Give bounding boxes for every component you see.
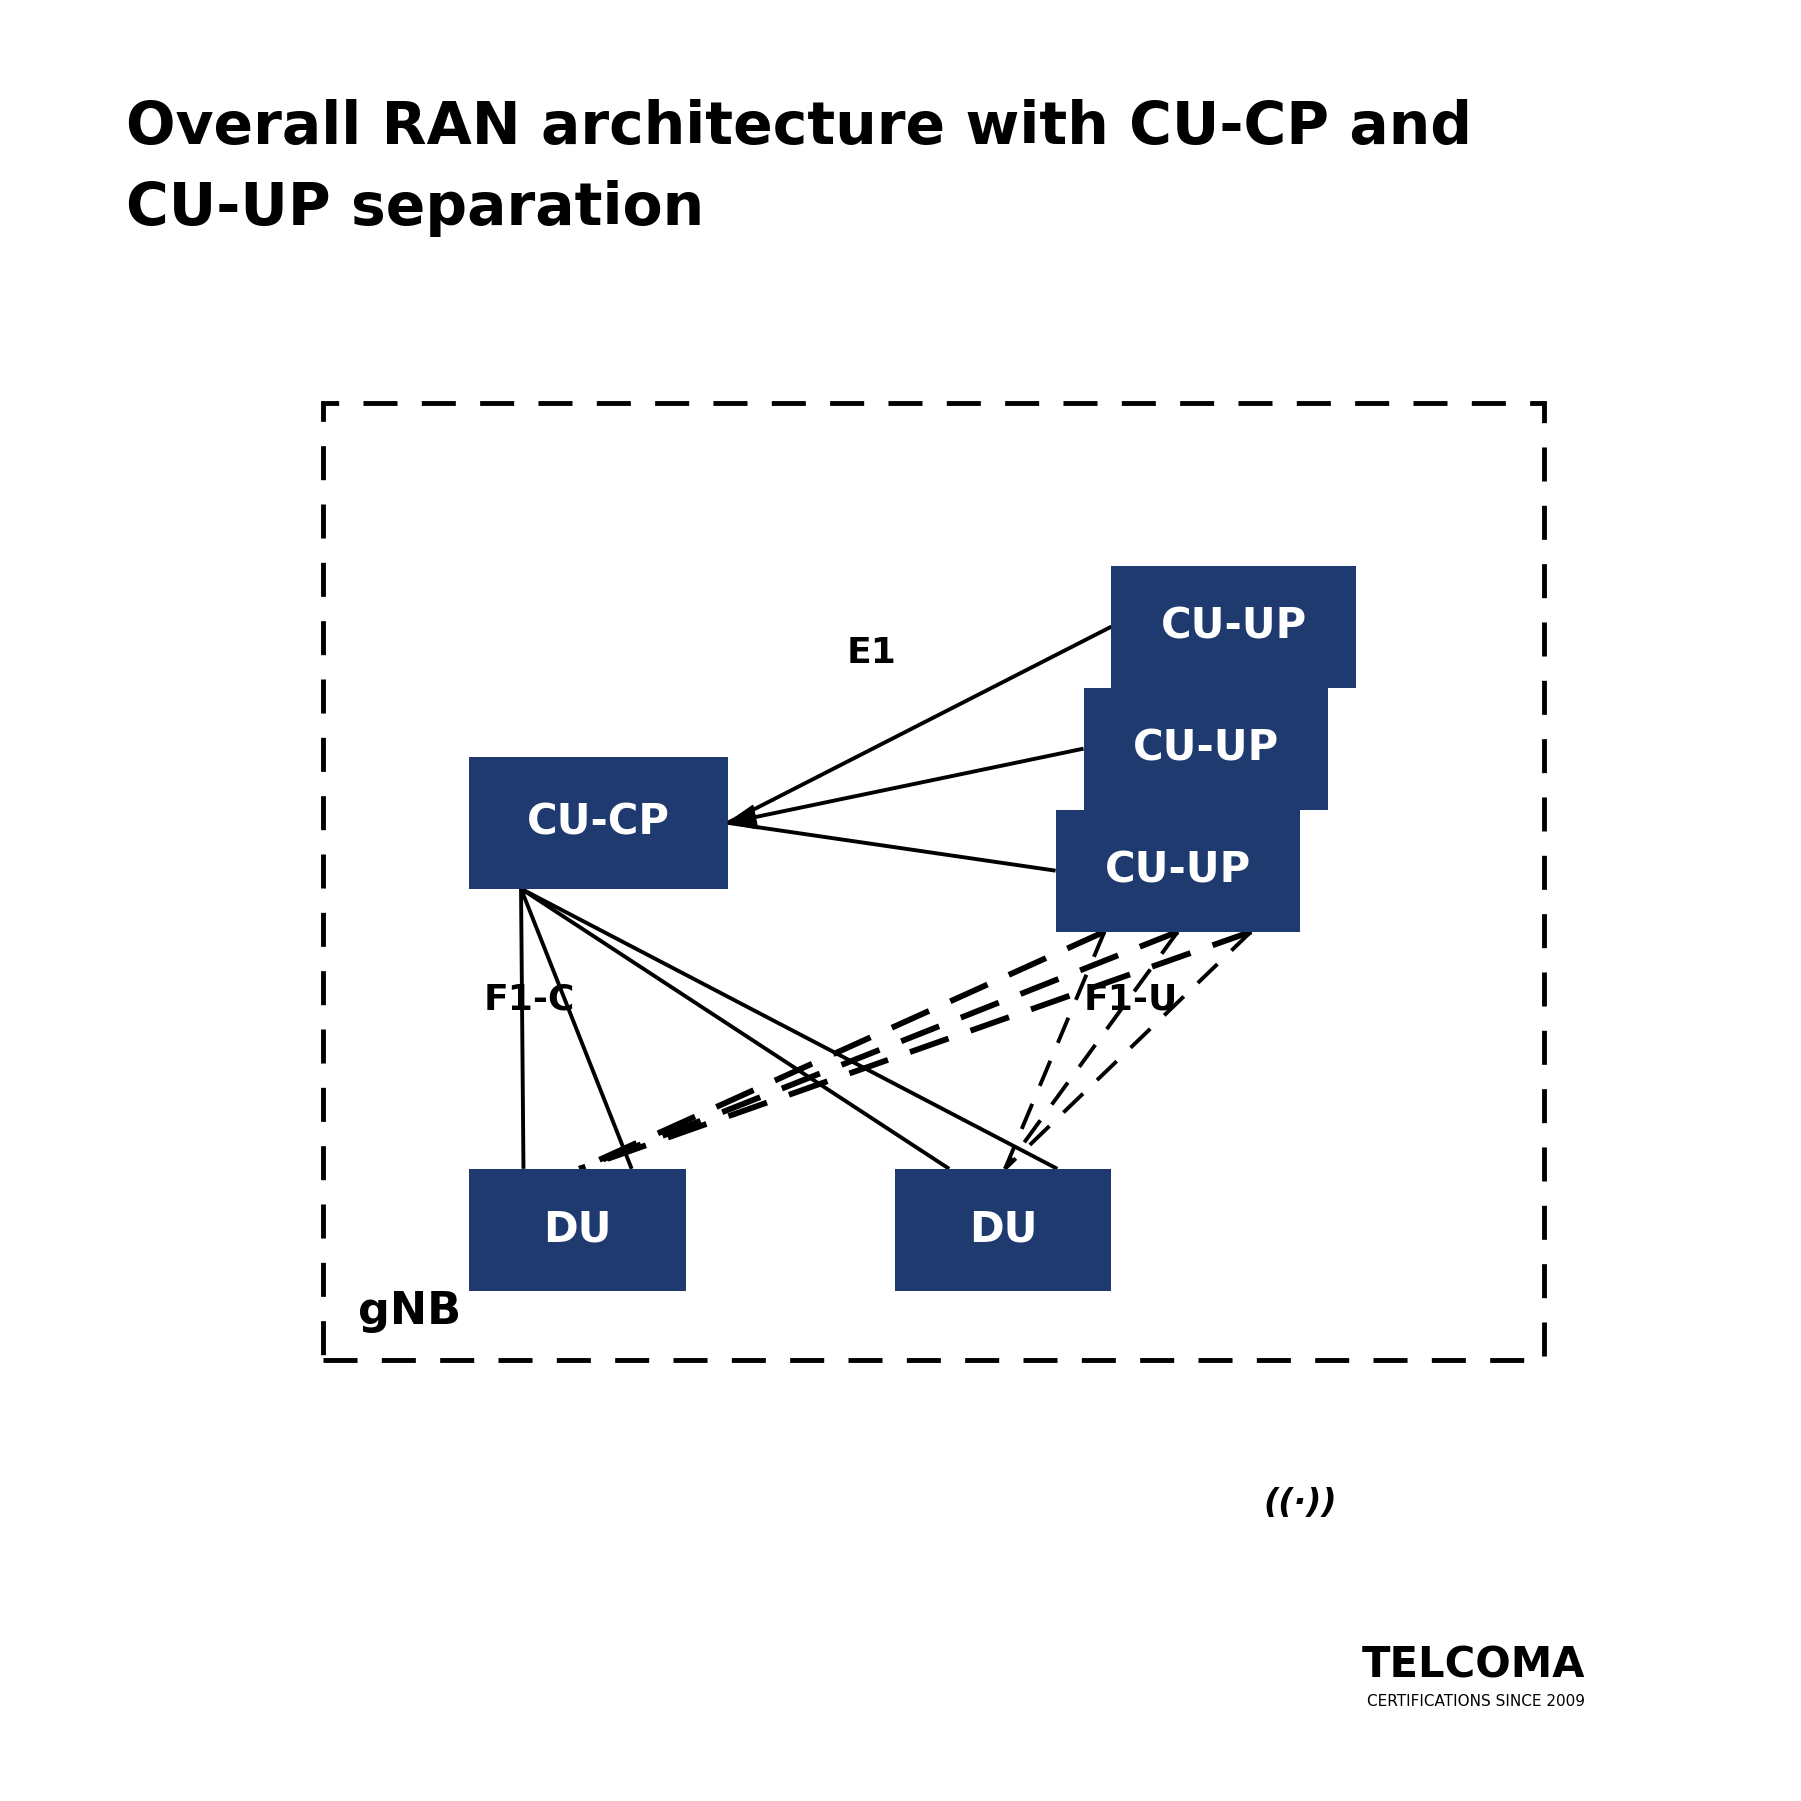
- FancyBboxPatch shape: [1084, 688, 1327, 810]
- Text: DU: DU: [969, 1208, 1037, 1252]
- FancyBboxPatch shape: [470, 1169, 686, 1291]
- Text: CU-UP separation: CU-UP separation: [126, 180, 704, 238]
- FancyBboxPatch shape: [895, 1169, 1111, 1291]
- Text: CU-CP: CU-CP: [528, 801, 670, 845]
- FancyBboxPatch shape: [1055, 810, 1300, 931]
- Polygon shape: [728, 805, 758, 828]
- Text: DU: DU: [544, 1208, 612, 1252]
- Text: F1-C: F1-C: [483, 983, 575, 1016]
- Text: TELCOMA: TELCOMA: [1362, 1644, 1585, 1688]
- Text: CU-UP: CU-UP: [1104, 850, 1252, 891]
- Bar: [322, 403, 1543, 1360]
- FancyBboxPatch shape: [470, 756, 728, 888]
- Text: F1-U: F1-U: [1084, 983, 1178, 1016]
- Text: CU-UP: CU-UP: [1133, 728, 1279, 769]
- Text: CU-UP: CU-UP: [1160, 605, 1308, 648]
- Text: E1: E1: [846, 636, 897, 670]
- Text: ((·)): ((·)): [1263, 1486, 1336, 1520]
- FancyBboxPatch shape: [1111, 566, 1356, 688]
- Text: Overall RAN architecture with CU-CP and: Overall RAN architecture with CU-CP and: [126, 99, 1471, 157]
- Text: gNB: gNB: [358, 1290, 461, 1333]
- Text: CERTIFICATIONS SINCE 2009: CERTIFICATIONS SINCE 2009: [1367, 1695, 1585, 1709]
